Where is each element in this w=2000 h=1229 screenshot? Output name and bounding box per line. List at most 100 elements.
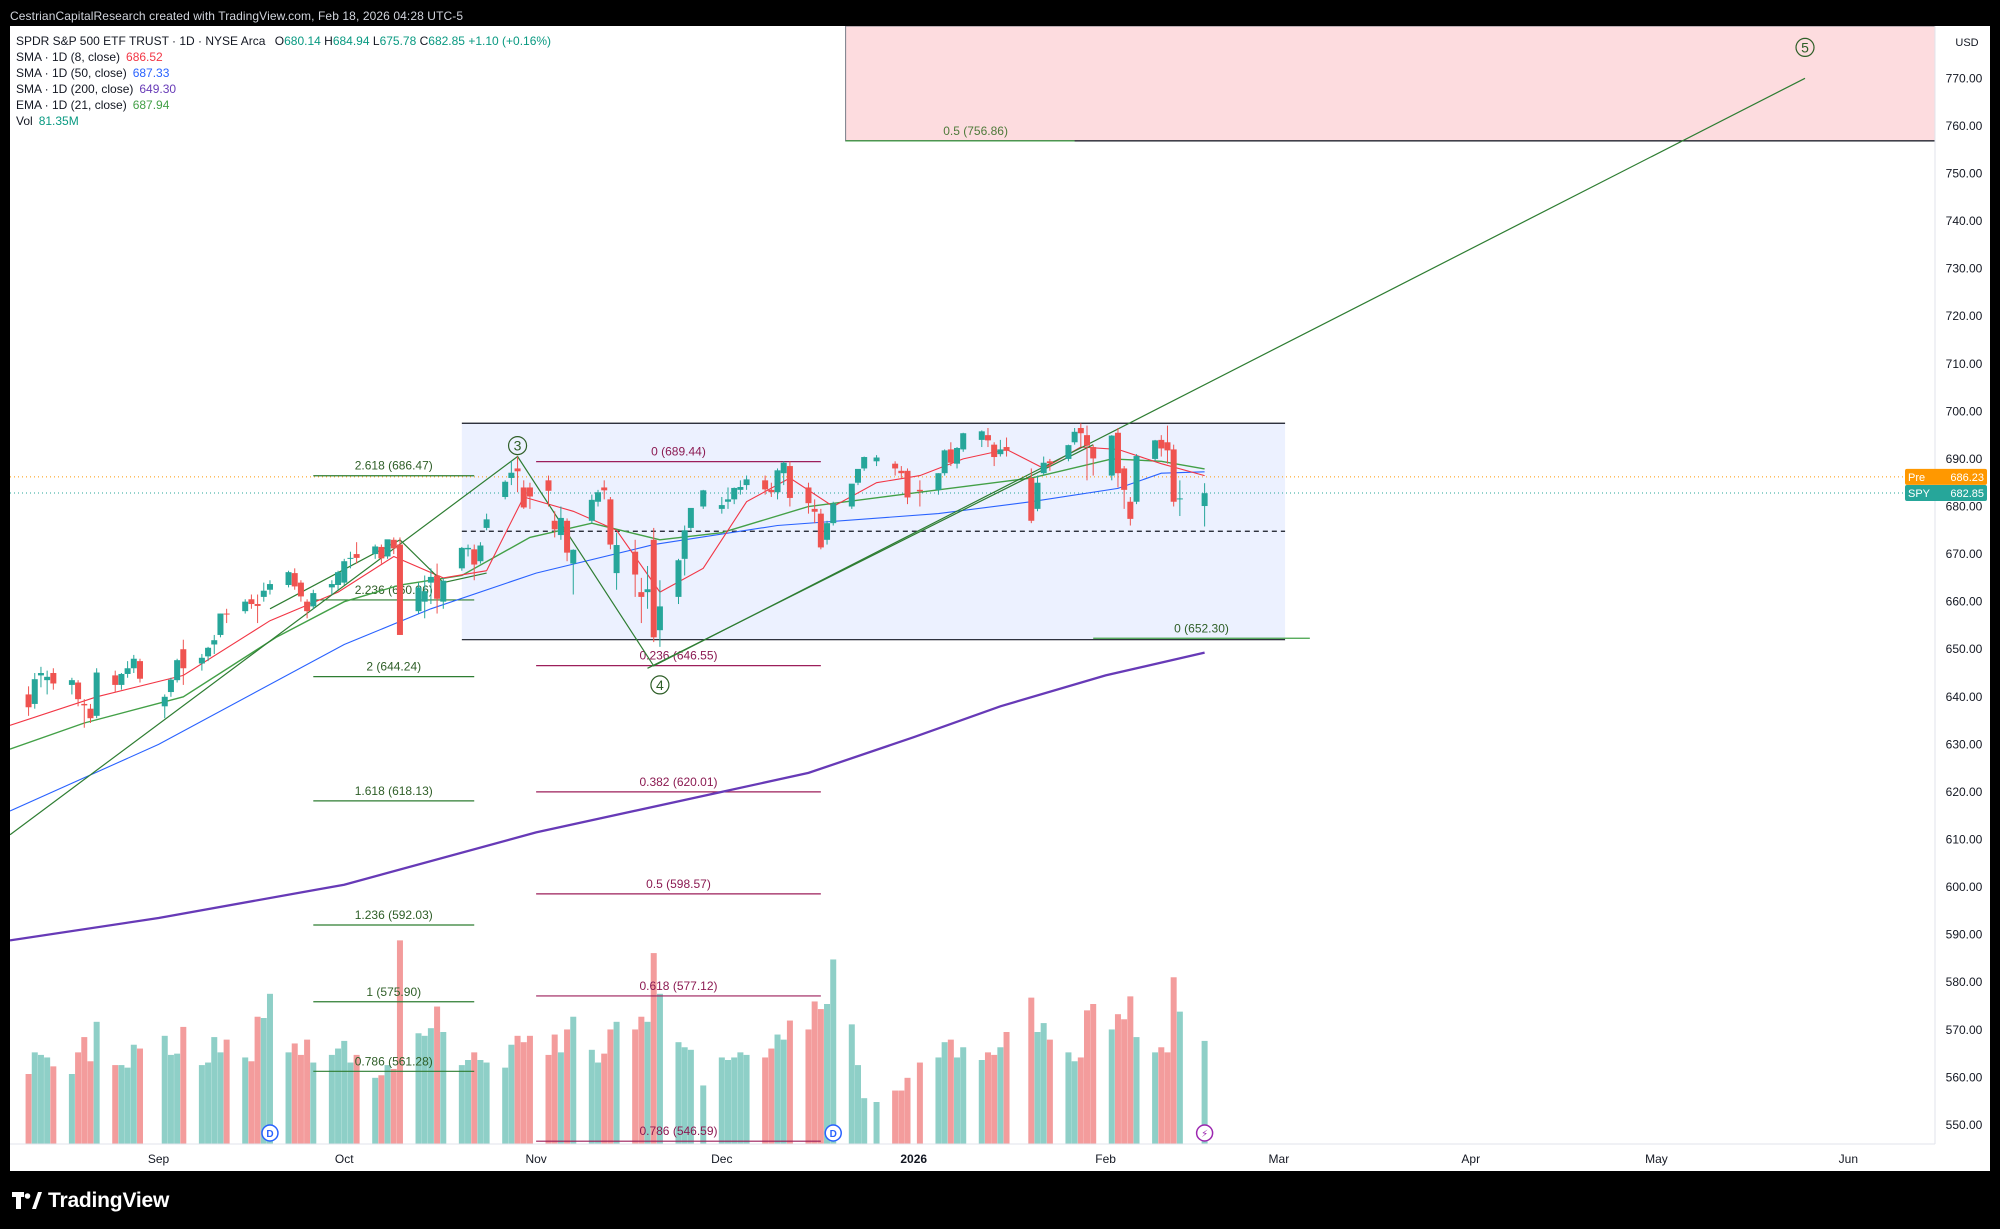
chart-background [10,26,1990,1171]
volume-bar [947,1039,954,1144]
candle [136,658,143,683]
time-tick-label: Mar [1269,1152,1290,1166]
candle [31,673,38,709]
price-tick-label: 630.00 [1946,737,1983,751]
candle-body [75,682,82,700]
price-tick-label: 600.00 [1946,880,1983,894]
volume-bar [830,959,837,1144]
candle [1158,435,1165,457]
candle-body [1170,449,1177,502]
volume-bar [1133,1037,1140,1144]
volume-bar [737,1052,744,1144]
candle [1133,454,1140,505]
candle-body [731,487,738,500]
price-chart-svg[interactable]: 0.5 (756.86) 2.618 (686.47) 2.236 (660.36)… [10,26,1990,1171]
candle [805,482,812,514]
indicator-label: SMA · 1D (50, close) [16,66,127,80]
candle [81,699,88,728]
candle-body [607,499,614,545]
candle-body [873,457,880,462]
volume-bar [75,1052,82,1144]
price-tick-label: 690.00 [1946,452,1983,466]
volume-bar [1071,1061,1078,1144]
candle [861,456,868,471]
volume-bar [440,1032,447,1144]
tradingview-logo[interactable]: TradingView [12,1188,169,1214]
candle-body [861,457,868,469]
candle-body [471,549,478,565]
volume-bar [570,1016,577,1144]
ohlc-open-value: 680.14 [284,34,321,48]
candle-body [211,640,218,645]
chart-legend: SPDR S&P 500 ETF TRUST · 1D · NYSE Arca … [16,33,551,129]
candle [650,527,657,643]
candle-body [854,468,861,483]
candle [731,487,738,505]
volume-bar [960,1047,967,1144]
volume-bar [904,1077,911,1144]
candle [978,430,985,448]
candle-body [508,472,515,478]
event-marker-circle [261,1124,279,1142]
candle-body [638,592,645,597]
volume-bar [242,1057,249,1144]
candle-body [458,547,465,569]
candle-body [124,668,131,674]
fib-extension-label: 2.618 (686.47) [355,459,433,473]
chart-area[interactable]: 0.5 (756.86) 2.618 (686.47) 2.236 (660.36)… [10,26,1990,1171]
candle-body [1028,477,1035,521]
price-tick-label: 560.00 [1946,1070,1983,1084]
volume-bar [545,1054,552,1144]
event-marker-label: D [266,1129,273,1140]
candle [768,482,775,497]
candle-body [904,470,911,498]
candle [378,544,385,564]
candle [328,580,335,595]
tradingview-wordmark: TradingView [48,1189,170,1212]
candle-body [347,557,354,559]
legend-sma8[interactable]: SMA · 1D (8, close) 686.52 [16,49,551,65]
price-tick-label: 670.00 [1946,547,1983,561]
volume-bar [335,1048,342,1144]
candle [167,677,174,697]
candle [1121,466,1128,509]
candle-body [161,696,168,707]
legend-volume[interactable]: Vol 81.35M [16,113,551,129]
candle [570,549,577,595]
price-tick-label: 700.00 [1946,404,1983,418]
candle-body [291,573,298,587]
candle-body [136,661,143,679]
legend-ema21[interactable]: EMA · 1D (21, close) 687.94 [16,97,551,113]
price-tick-label: 660.00 [1946,595,1983,609]
candle [595,489,602,507]
fib-retracement-label: 0.618 (577.12) [639,979,717,993]
candle-body [440,580,447,602]
candle [112,670,119,693]
candle [285,570,292,588]
candle-body [743,479,750,486]
candle [1084,425,1091,481]
candle [632,539,639,597]
volume-bar [873,1102,880,1144]
indicator-value: 687.33 [132,66,170,80]
indicator-value: 686.52 [126,50,163,64]
candle [743,475,750,490]
candle-body [805,487,812,504]
candle [941,449,948,476]
volume-bar [991,1054,998,1144]
volume-bar [1028,997,1035,1144]
candle [502,480,509,500]
volume-bar [898,1090,905,1144]
legend-sma50[interactable]: SMA · 1D (50, close) 687.33 [16,65,551,81]
candle-body [564,520,571,553]
candle [984,428,991,448]
price-tick-label: 640.00 [1946,690,1983,704]
candle-body [223,613,230,615]
candle-body [526,487,533,497]
volume-bar [372,1077,379,1144]
time-tick-label: Oct [335,1152,354,1166]
volume-bar [1164,1052,1171,1144]
legend-sma200[interactable]: SMA · 1D (200, close) 649.30 [16,81,551,97]
volume-bar [978,1060,985,1144]
price-tick-label: 720.00 [1946,309,1983,323]
